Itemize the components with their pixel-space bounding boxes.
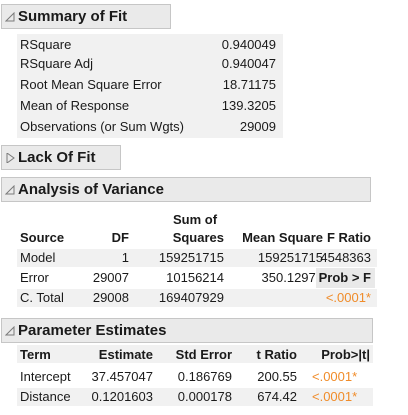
- params-stderr: 0.186769: [177, 369, 232, 384]
- params-col-estimate: Estimate: [98, 347, 153, 362]
- anova-df: 1: [121, 250, 129, 265]
- params-prob: <.0001*: [312, 389, 358, 404]
- anova-source: C. Total: [20, 290, 64, 305]
- disclosure-expanded-icon[interactable]: [5, 185, 15, 195]
- anova-row-band: [17, 289, 377, 307]
- anova-ss: 169407929: [158, 290, 224, 305]
- params-t-ratio: 200.55: [257, 369, 297, 384]
- params-col-prob: Prob>|t|: [321, 347, 370, 362]
- params-term: Distance: [20, 389, 71, 404]
- anova-ss: 10156214: [166, 270, 224, 285]
- summary-value: 29009: [239, 119, 276, 134]
- anova-header[interactable]: Analysis of Variance: [1, 177, 371, 202]
- params-term: Intercept: [20, 369, 71, 384]
- params-header-band: [17, 345, 373, 363]
- summary-value: 0.940049: [221, 37, 276, 52]
- anova-col-ss: Squares: [172, 230, 224, 245]
- summary-value: 0.940047: [221, 56, 276, 71]
- anova-col-source: Source: [20, 230, 65, 245]
- lack-of-fit-title: Lack Of Fit: [18, 149, 96, 166]
- summary-label: Observations (or Sum Wgts): [20, 119, 184, 134]
- anova-col-f: F Ratio: [326, 230, 371, 245]
- anova-f-ratio: 4548363: [320, 250, 371, 265]
- summary-label: Mean of Response: [20, 98, 130, 113]
- params-col-t-ratio: t Ratio: [256, 347, 297, 362]
- disclosure-collapsed-icon[interactable]: [5, 153, 15, 163]
- anova-prob-f-value: <.0001*: [325, 290, 371, 305]
- params-estimate: 0.1201603: [91, 389, 153, 404]
- anova-col-ss-top: Sum of: [172, 212, 218, 227]
- disclosure-expanded-icon[interactable]: [5, 12, 15, 22]
- prob-f-label-bg: [316, 268, 375, 288]
- summary-of-fit-title: Summary of Fit: [18, 8, 128, 25]
- anova-ms: 159251715: [257, 250, 323, 265]
- params-estimate: 37.457047: [91, 369, 153, 384]
- params-prob: <.0001*: [312, 369, 358, 384]
- params-stderr: 0.000178: [177, 389, 232, 404]
- anova-df: 29008: [92, 290, 129, 305]
- summary-band: [17, 34, 283, 138]
- disclosure-expanded-icon[interactable]: [5, 326, 15, 336]
- lack-of-fit-header[interactable]: Lack Of Fit: [1, 145, 121, 170]
- anova-title: Analysis of Variance: [18, 181, 164, 198]
- anova-ms: 350.12976: [261, 270, 323, 285]
- anova-source: Error: [20, 270, 49, 285]
- parameter-estimates-header[interactable]: Parameter Estimates: [1, 318, 373, 343]
- summary-label: Root Mean Square Error: [20, 77, 162, 92]
- params-t-ratio: 674.42: [257, 389, 297, 404]
- anova-col-ms: Mean Square: [242, 230, 323, 245]
- anova-ss: 159251715: [158, 250, 224, 265]
- params-col-stderr: Std Error: [175, 347, 232, 362]
- anova-source: Model: [20, 250, 56, 265]
- summary-label: RSquare Adj: [20, 56, 93, 71]
- summary-label: RSquare: [20, 37, 72, 52]
- summary-value: 18.71175: [222, 77, 276, 92]
- anova-prob-f-label: Prob > F: [318, 270, 371, 285]
- anova-df: 29007: [92, 270, 129, 285]
- summary-of-fit-header[interactable]: Summary of Fit: [1, 4, 171, 29]
- anova-col-df: DF: [111, 230, 129, 245]
- anova-row-band: [17, 249, 377, 267]
- params-row-band: [17, 388, 373, 406]
- params-col-term: Term: [20, 347, 51, 362]
- parameter-estimates-title: Parameter Estimates: [18, 322, 167, 339]
- summary-value: 139.3205: [221, 98, 276, 113]
